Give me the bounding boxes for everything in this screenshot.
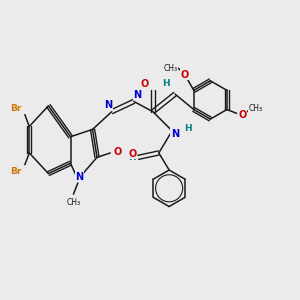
Text: Br: Br <box>10 104 22 113</box>
Text: CH₃: CH₃ <box>164 64 178 73</box>
Text: CH₃: CH₃ <box>248 104 262 113</box>
Text: CH₃: CH₃ <box>66 198 80 207</box>
Text: O: O <box>180 70 188 80</box>
Text: N: N <box>104 100 112 110</box>
Text: O: O <box>141 79 149 89</box>
Text: N: N <box>75 172 83 182</box>
Text: O: O <box>128 149 136 159</box>
Text: O: O <box>113 147 122 158</box>
Text: H: H <box>162 79 170 88</box>
Text: N: N <box>133 90 141 100</box>
Text: H: H <box>128 153 136 162</box>
Text: O: O <box>238 110 247 119</box>
Text: Br: Br <box>10 167 22 176</box>
Text: N: N <box>171 129 179 139</box>
Text: H: H <box>184 124 192 133</box>
